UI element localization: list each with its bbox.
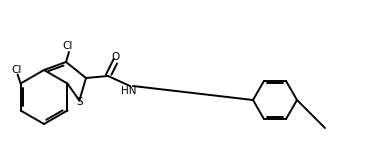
Text: O: O [112, 52, 120, 62]
Text: Cl: Cl [63, 41, 73, 51]
Text: Cl: Cl [11, 65, 22, 75]
Text: HN: HN [121, 86, 137, 96]
Text: S: S [76, 96, 83, 106]
